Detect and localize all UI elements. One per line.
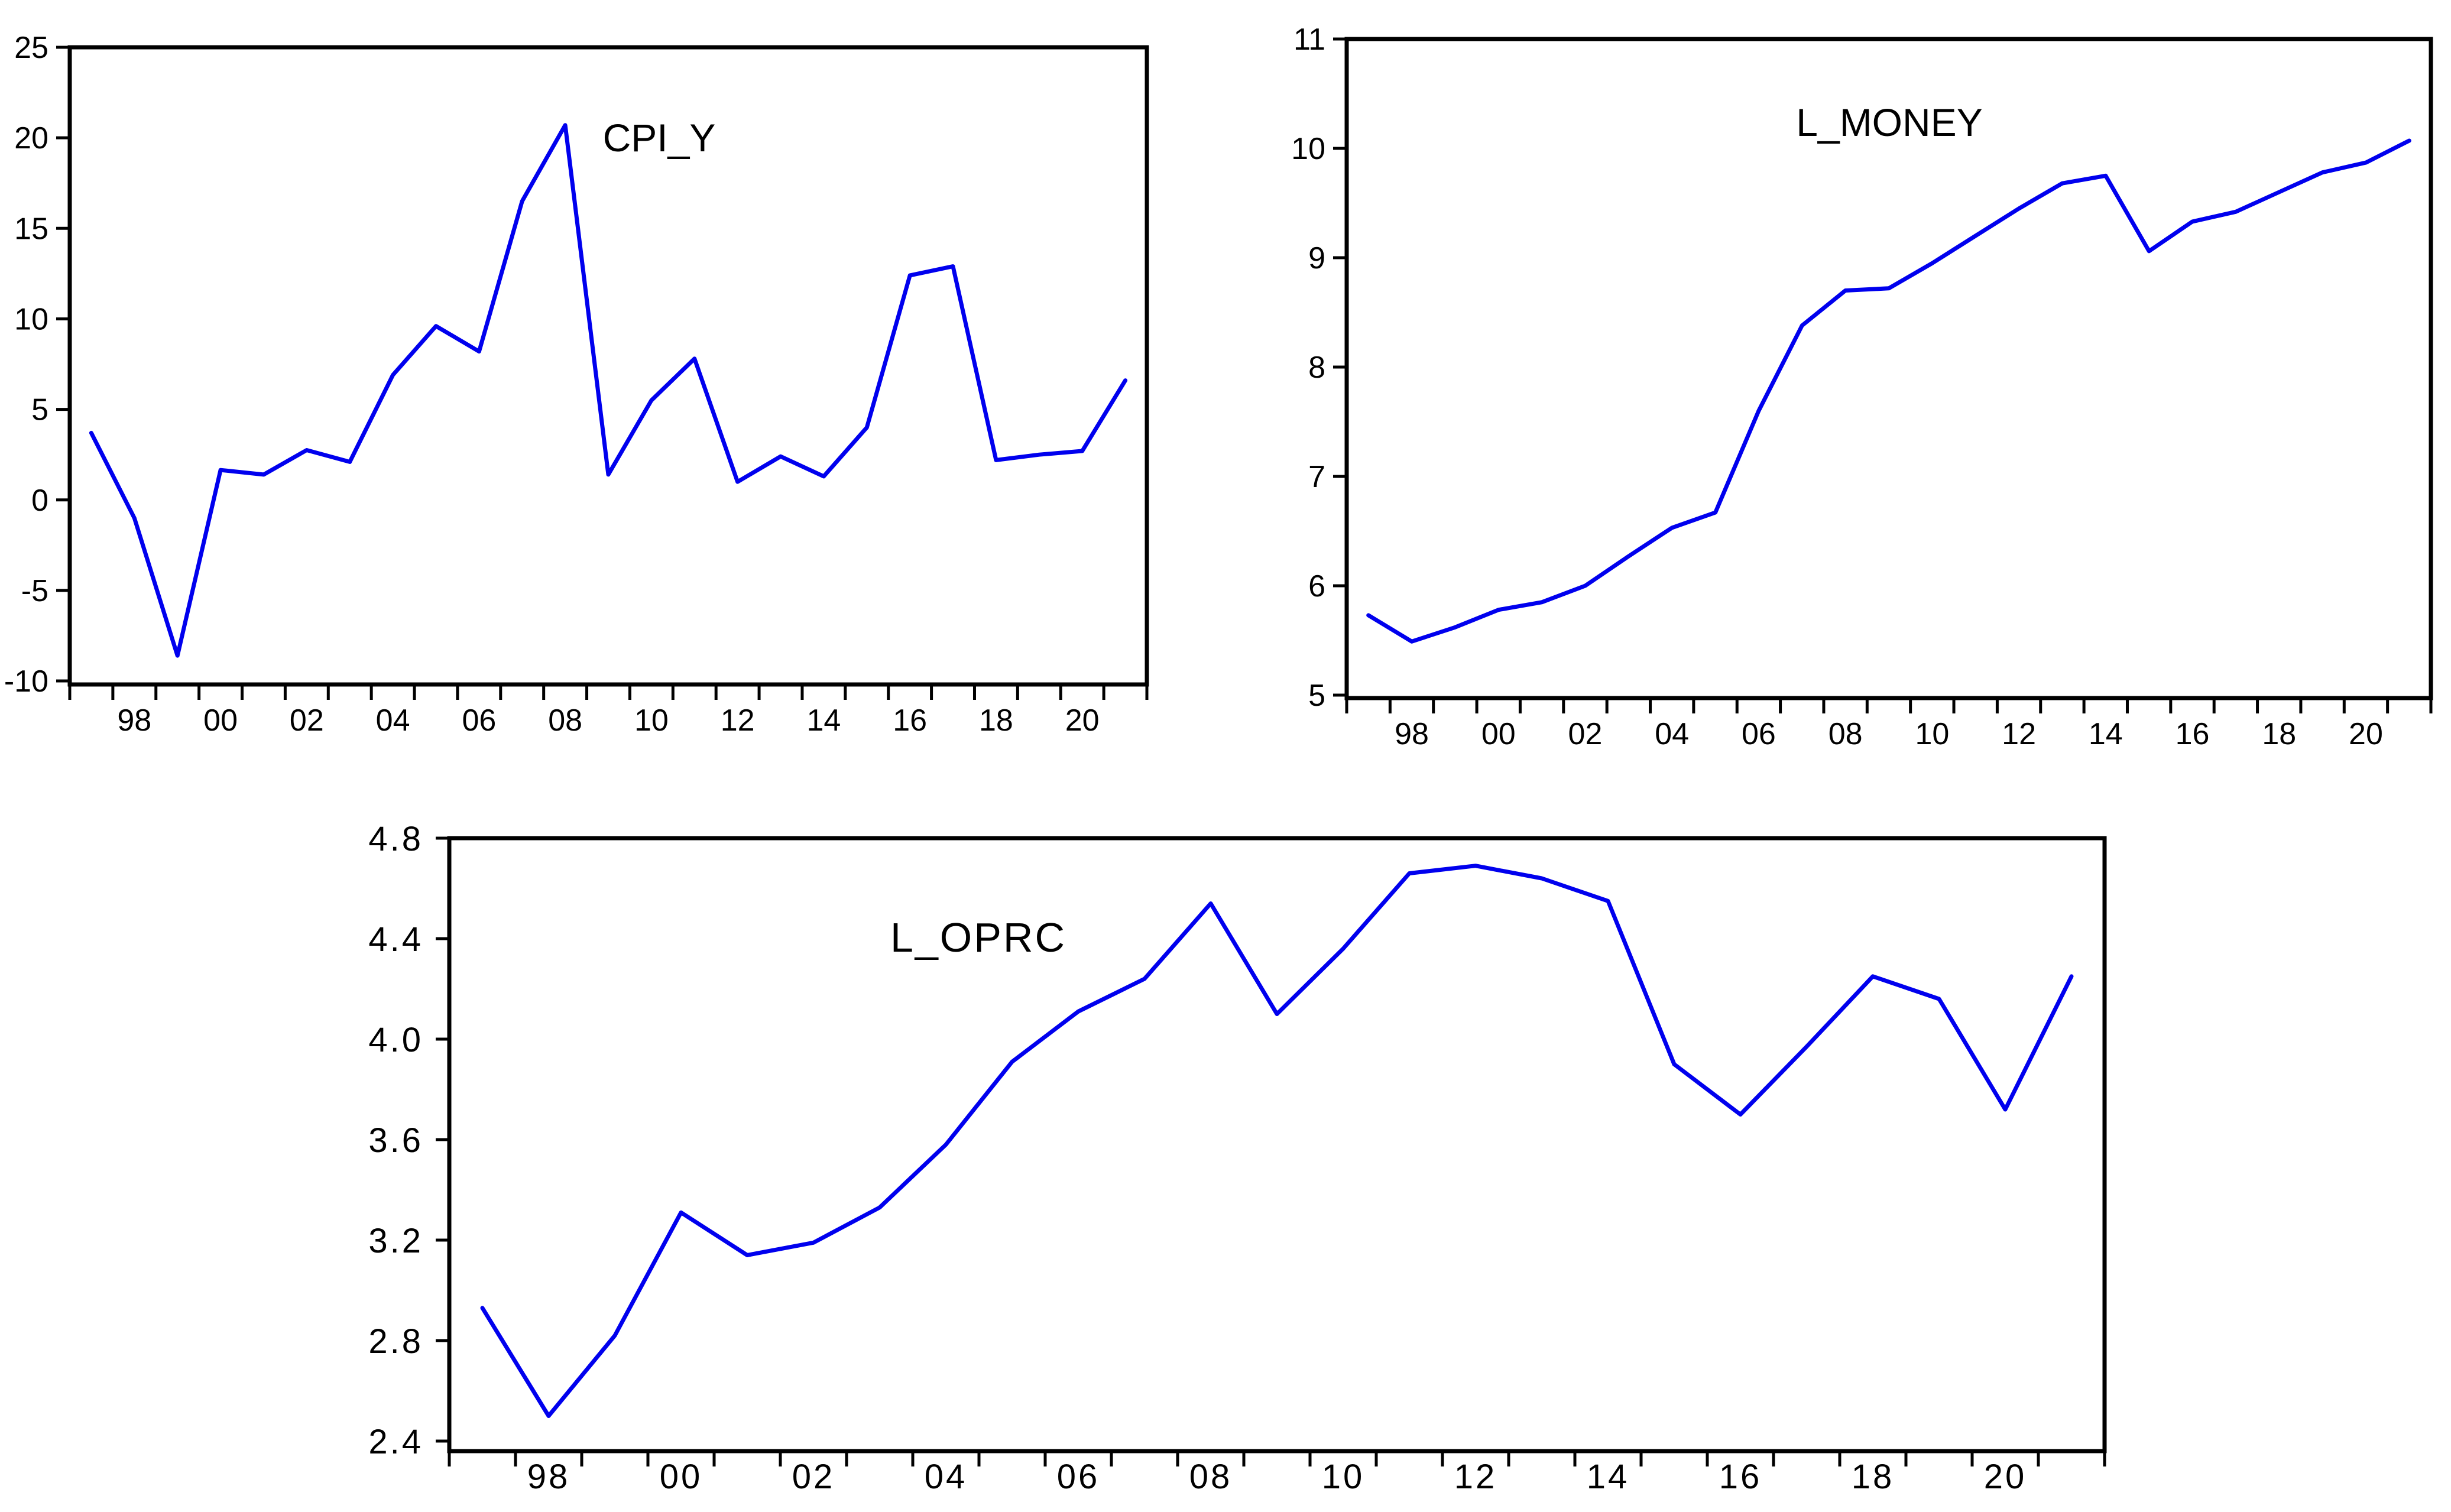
x-tick-label: 12 [1454,1458,1497,1496]
chart-l-oprc: 2.4 2.8 3.2 3.6 4.0 4.4 4.8 98 00 02 04 06 08 10 12 14 1… [368,820,2107,1496]
x-tick-label: 14 [1587,1458,1630,1496]
x-tick-label: 20 [2349,717,2383,751]
x-tick-label: 08 [1828,717,1863,751]
y-tick-label: 9 [1308,241,1325,275]
y-tick-label: 4.8 [368,820,423,858]
x-tick-label: 98 [527,1458,570,1496]
x-tick-label: 14 [806,703,841,738]
y-tick-label: 25 [14,31,48,65]
chart-title-cpi-y: CPI_Y [603,116,716,160]
chart-cpi-y: -10 -5 0 5 10 15 20 25 98 00 02 04 06 08 10 12 14 16 18 20 [4,31,1149,738]
y-tick-label: 5 [31,393,48,427]
x-tick-label: 06 [1742,717,1776,751]
x-tick-label: 00 [660,1458,703,1496]
x-tick-label: 98 [117,703,151,738]
y-tick-label: 6 [1308,569,1325,603]
x-tick-label: 02 [290,703,324,738]
y-tick-label: 4.4 [368,920,423,959]
x-tick-label: 04 [376,703,410,738]
x-tick-label: 06 [1057,1458,1100,1496]
x-tick-label: 14 [2089,717,2123,751]
y-tick-label: 3.2 [368,1222,423,1260]
x-tick-label: 12 [721,703,755,738]
x-tick-label: 18 [979,703,1013,738]
x-tick-label: 16 [1719,1458,1762,1496]
chart-title-l-money: L_MONEY [1796,100,1982,144]
y-tick-label: 3.6 [368,1121,423,1160]
y-tick-label: 2.4 [368,1423,423,1461]
y-tick-label: 11 [1293,22,1325,57]
y-tick-label: 10 [14,302,48,336]
y-tick-label: 7 [1308,460,1325,494]
series-line [89,123,1128,658]
chart-title-l-oprc: L_OPRC [890,914,1066,961]
y-tick-label: 2.8 [368,1322,423,1361]
x-tick-label: 08 [1189,1458,1233,1496]
x-tick-label: 10 [634,703,669,738]
y-tick-label: 0 [31,484,48,518]
y-tick-label: 4.0 [368,1021,423,1059]
y-tick-label: -5 [21,574,48,608]
x-tick-label: 00 [203,703,238,738]
x-tick-label: 20 [1065,703,1100,738]
x-tick-label: 16 [893,703,927,738]
y-tick-label: 8 [1308,351,1325,385]
x-tick-label: 12 [2002,717,2036,751]
x-tick-label: 10 [1322,1458,1365,1496]
plot-frame [67,45,1149,687]
x-tick-label: 16 [2176,717,2210,751]
x-tick-label: 20 [1984,1458,2027,1496]
x-tick-label: 06 [462,703,496,738]
y-tick-label: 20 [14,121,48,155]
series-line [1366,138,2411,644]
x-tick-label: 18 [2262,717,2296,751]
plot-frame [447,836,2107,1453]
series-line [480,864,2074,1418]
y-tick-label: 10 [1291,132,1325,166]
y-tick-label: 15 [14,212,48,246]
x-tick-label: 98 [1395,717,1429,751]
chart-l-money: 5 6 7 8 9 10 11 98 00 02 04 06 08 10 12 14 16 18 20 [1291,22,2433,751]
x-tick-label: 18 [1852,1458,1895,1496]
x-tick-label: 08 [548,703,582,738]
x-tick-label: 04 [925,1458,968,1496]
x-tick-label: 10 [1915,717,1949,751]
x-tick-label: 00 [1481,717,1516,751]
y-tick-label: -10 [4,664,48,699]
x-tick-label: 04 [1655,717,1689,751]
x-tick-label: 02 [792,1458,835,1496]
x-tick-label: 02 [1568,717,1603,751]
y-tick-label: 5 [1308,679,1325,713]
